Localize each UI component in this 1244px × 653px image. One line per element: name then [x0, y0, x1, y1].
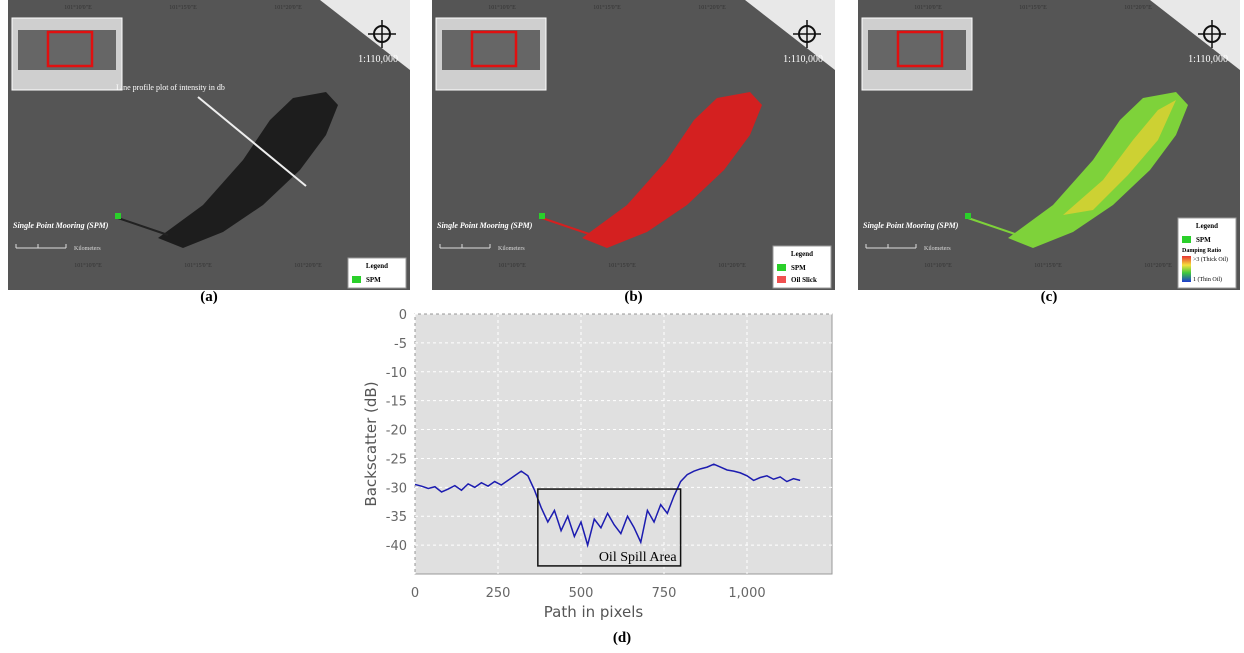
inset-extent — [46, 30, 94, 68]
map-scale: 1:110,000 — [358, 54, 398, 65]
map-panel: 1:110,000 Single Point Mooring (SPM) Line … — [8, 0, 410, 290]
annotation-box — [537, 488, 682, 567]
land — [1150, 0, 1240, 70]
y-tick-label: -10 — [386, 366, 407, 381]
inset-sea — [868, 30, 966, 70]
lon-label-bottom: 101°10'0"E — [924, 262, 952, 269]
legend-label: SPM — [1196, 236, 1211, 244]
y-tick-label: -25 — [386, 452, 407, 467]
profile-line — [197, 96, 307, 187]
spm-marker — [965, 213, 971, 219]
lon-label-bottom: 101°20'0"E — [718, 262, 746, 269]
lon-label-bottom: 101°20'0"E — [294, 262, 322, 269]
spm-label: Single Point Mooring (SPM) — [437, 221, 533, 230]
y-tick-label: -40 — [386, 539, 407, 554]
spm-tail — [967, 217, 1019, 236]
ramp-label: >3 (Thick Oil) — [1193, 256, 1228, 263]
y-axis-label: Backscatter (dB) — [362, 381, 380, 506]
scalebar-label: Kilometers — [498, 246, 525, 252]
lon-label-top: 101°10'0"E — [914, 4, 942, 11]
scalebar — [439, 244, 491, 249]
lon-label-bottom: 101°15'0"E — [608, 262, 636, 269]
x-tick-label: 500 — [569, 586, 594, 601]
land — [320, 0, 410, 70]
legend-swatch — [777, 276, 786, 283]
legend-title: Legend — [791, 250, 813, 258]
y-tick-label: -20 — [386, 424, 407, 439]
legend-label: SPM — [791, 264, 806, 272]
panel-label: (c) — [1041, 289, 1058, 305]
legend-swatch — [1182, 236, 1191, 243]
lon-label-top: 101°10'0"E — [488, 4, 516, 11]
y-tick-label: 0 — [399, 308, 407, 323]
panel-label: (d) — [613, 630, 631, 646]
lon-label-bottom: 101°20'0"E — [1144, 262, 1172, 269]
map-panel: 1:110,000 Single Point Mooring (SPM) Kilom… — [432, 0, 835, 290]
x-tick-label: 250 — [486, 586, 511, 601]
ramp-title: Damping Ratio — [1182, 248, 1221, 254]
y-tick-label: -35 — [386, 510, 407, 525]
oil-slick — [582, 92, 762, 248]
x-axis-label: Path in pixels — [544, 603, 644, 621]
plot-area — [414, 313, 833, 575]
data-line — [414, 463, 801, 548]
panel-label: (b) — [624, 289, 642, 305]
compass-cross — [1198, 20, 1226, 48]
legend-title: Legend — [1196, 222, 1218, 230]
lon-label-top: 101°20'0"E — [274, 4, 302, 11]
inset-extent — [470, 30, 518, 68]
spm-tail — [117, 217, 169, 236]
lon-label-top: 101°20'0"E — [698, 4, 726, 11]
spm-tail — [541, 217, 593, 236]
lon-label-bottom: 101°10'0"E — [498, 262, 526, 269]
scalebar-label: Kilometers — [924, 246, 951, 252]
lon-label-top: 101°10'0"E — [64, 4, 92, 11]
x-tick-label: 1,000 — [728, 586, 765, 601]
profile-annotation: Line profile plot of intensity in db — [116, 83, 225, 92]
inset-sea — [18, 30, 116, 70]
compass-cross — [793, 20, 821, 48]
map-scale: 1:110,000 — [783, 54, 823, 65]
spm-marker — [115, 213, 121, 219]
spm-marker — [539, 213, 545, 219]
spm-label: Single Point Mooring (SPM) — [863, 221, 959, 230]
y-tick-label: -30 — [386, 481, 407, 496]
scalebar-label: Kilometers — [74, 246, 101, 252]
ramp — [1182, 256, 1191, 282]
y-tick-label: -5 — [394, 337, 407, 352]
thick-oil — [1063, 100, 1176, 215]
y-tick-label: -15 — [386, 395, 407, 410]
scalebar — [15, 244, 67, 249]
legend-title: Legend — [366, 262, 388, 270]
inset-extent — [896, 30, 944, 68]
map-scale: 1:110,000 — [1188, 54, 1228, 65]
oil-slick — [158, 92, 338, 248]
legend-swatch — [352, 276, 361, 283]
lon-label-bottom: 101°15'0"E — [1034, 262, 1062, 269]
spm-label: Single Point Mooring (SPM) — [13, 221, 109, 230]
x-tick-label: 0 — [411, 586, 419, 601]
land — [745, 0, 835, 70]
inset-sea — [442, 30, 540, 70]
x-tick-label: 750 — [652, 586, 677, 601]
scalebar — [865, 244, 917, 249]
ramp-label: 1 (Thin Oil) — [1193, 276, 1222, 283]
panel-label: (a) — [200, 289, 218, 305]
annotation-text: Oil Spill Area — [599, 550, 678, 565]
legend-label: SPM — [366, 276, 381, 284]
lon-label-bottom: 101°15'0"E — [184, 262, 212, 269]
legend-label: Oil Slick — [791, 276, 817, 284]
map-panel: 1:110,000 Single Point Mooring (SPM) Kilom… — [858, 0, 1240, 290]
compass-cross — [368, 20, 396, 48]
lon-label-top: 101°15'0"E — [169, 4, 197, 11]
lon-label-top: 101°15'0"E — [1019, 4, 1047, 11]
lon-label-top: 101°15'0"E — [593, 4, 621, 11]
legend-swatch — [777, 264, 786, 271]
lon-label-top: 101°20'0"E — [1124, 4, 1152, 11]
lon-label-bottom: 101°10'0"E — [74, 262, 102, 269]
